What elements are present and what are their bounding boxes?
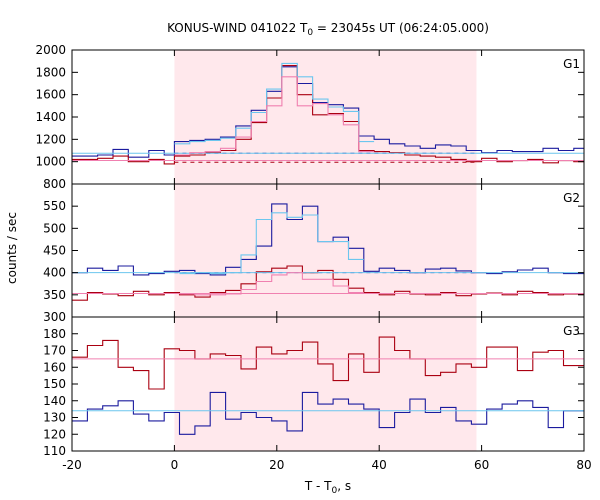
chart-title-main: KONUS-WIND 041022 T (167, 21, 308, 35)
y-tick-label: 1200 (35, 132, 66, 146)
frame-layer (71, 49, 585, 452)
x-axis-label-rest: , s (337, 479, 351, 493)
x-tick-label: 60 (474, 458, 489, 472)
x-axis-label: T - T0, s (304, 479, 351, 496)
x-tick-label: -20 (62, 458, 82, 472)
series-pink-g2 (179, 272, 364, 296)
y-tick-label: 120 (43, 427, 66, 441)
shaded-interval-g1 (174, 50, 477, 184)
x-tick-label: 80 (576, 458, 591, 472)
y-tick-label: 160 (43, 360, 66, 374)
series-light-blue-g2 (179, 212, 364, 275)
panel-label-g1: G1 (563, 57, 580, 71)
plot-layer (72, 62, 584, 435)
x-tick-label: 40 (372, 458, 387, 472)
y-tick-label: 110 (43, 444, 66, 458)
y-tick-label: 500 (43, 221, 66, 235)
y-tick-label: 150 (43, 377, 66, 391)
panel-label-g3: G3 (563, 324, 580, 338)
chart-title-rest: = 23045s UT (06:24:05.000) (313, 21, 489, 35)
chart-title: KONUS-WIND 041022 T0 = 23045s UT (06:24:… (167, 21, 489, 38)
y-tick-label: 2000 (35, 43, 66, 57)
y-tick-label: 140 (43, 394, 66, 408)
chart-title-subscript: 0 (307, 28, 313, 38)
series-pink-g1 (174, 76, 375, 156)
y-tick-label: 300 (43, 310, 66, 324)
y-tick-label: 1000 (35, 155, 66, 169)
text-layer: KONUS-WIND 041022 T0 = 23045s UT (06:24:… (5, 21, 592, 496)
series-red-g1 (72, 65, 584, 165)
series-light-blue-g1 (174, 62, 375, 145)
y-tick-label: 1400 (35, 110, 66, 124)
y-tick-label: 1800 (35, 65, 66, 79)
x-axis-label-main: T - T (304, 479, 332, 493)
y-tick-label: 400 (43, 266, 66, 280)
x-axis-label-subscript: 0 (332, 486, 338, 496)
y-tick-label: 350 (43, 288, 66, 302)
shaded-interval-g2 (174, 184, 477, 317)
series-blue-g3 (72, 391, 584, 435)
y-tick-label: 180 (43, 327, 66, 341)
y-axis-label: counts / sec (5, 212, 19, 284)
y-tick-label: 550 (43, 199, 66, 213)
shaded-interval-layer (174, 50, 477, 451)
panel-label-g2: G2 (563, 191, 580, 205)
y-tick-label: 170 (43, 344, 66, 358)
x-tick-label: 0 (171, 458, 179, 472)
x-tick-label: 20 (269, 458, 284, 472)
y-tick-label: 1600 (35, 88, 66, 102)
y-tick-label: 800 (43, 177, 66, 191)
y-tick-label: 130 (43, 411, 66, 425)
series-red-g3 (72, 336, 584, 390)
shaded-interval-g3 (174, 317, 477, 451)
y-tick-label: 450 (43, 244, 66, 258)
